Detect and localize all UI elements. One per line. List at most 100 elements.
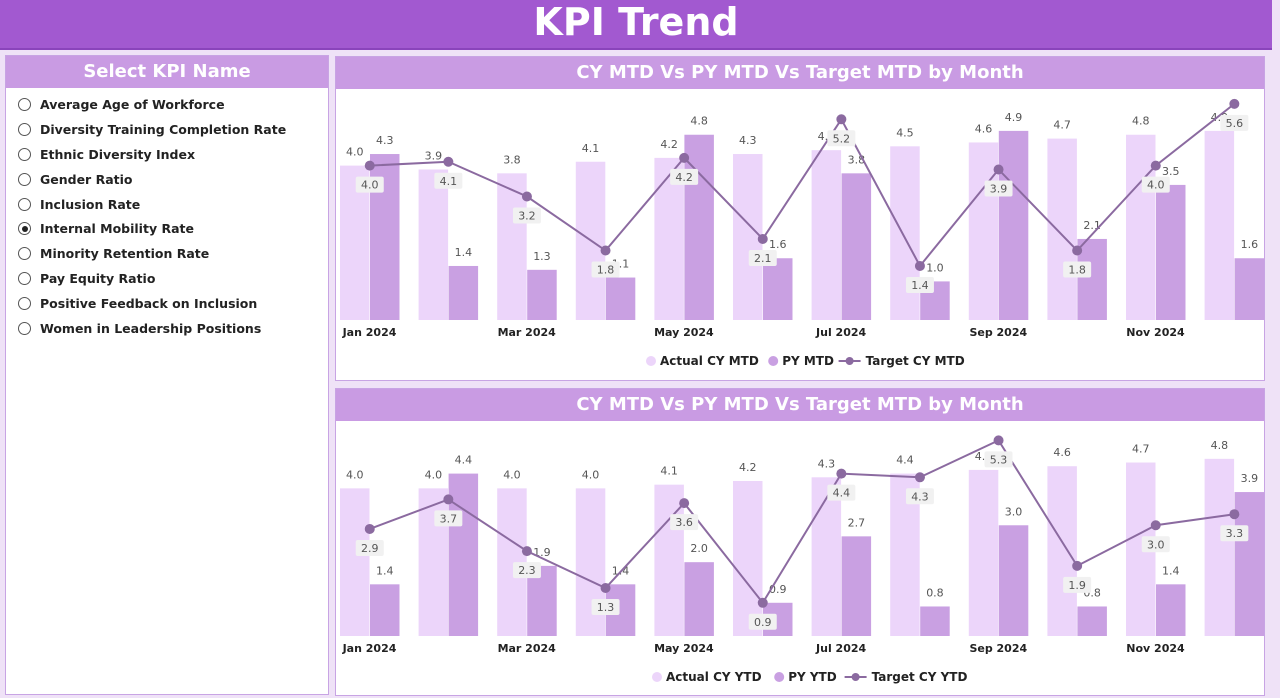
target-label-box [1141, 176, 1170, 193]
page-title: KPI Trend [533, 0, 739, 44]
target-label-text: 0.9 [754, 616, 772, 629]
py-data-label: 1.4 [455, 246, 473, 259]
target-label-text: 4.4 [833, 487, 851, 500]
kpi-option[interactable]: Women in Leadership Positions [6, 316, 328, 341]
target-label-text: 3.0 [1147, 538, 1165, 551]
target-point [914, 472, 925, 483]
actual-bar [1204, 458, 1235, 636]
legend-marker-icon [851, 673, 860, 681]
py-bar [448, 265, 479, 320]
radio-button-icon[interactable] [18, 197, 31, 211]
target-data-label: 4.0 [355, 176, 384, 193]
target-data-label: 0.9 [748, 613, 777, 630]
py-bar [527, 269, 557, 320]
radio-button-icon[interactable] [18, 97, 31, 111]
target-data-label: 1.8 [1063, 261, 1092, 278]
py-bar [605, 277, 636, 320]
actual-data-label: 4.1 [582, 142, 600, 155]
target-data-label: 3.6 [670, 514, 699, 531]
target-label-box [434, 172, 463, 189]
py-bar [998, 525, 1029, 636]
radio-button-icon[interactable] [18, 247, 31, 261]
py-data-label: 2.7 [848, 516, 866, 529]
radio-button-icon[interactable] [18, 297, 31, 311]
py-data-label: 4.3 [376, 134, 394, 147]
target-label-text: 4.1 [440, 175, 458, 188]
target-label-box [905, 488, 934, 505]
kpi-option[interactable]: Gender Ratio [6, 167, 328, 192]
target-point [993, 435, 1004, 446]
target-point [836, 468, 847, 479]
x-tick-label: Nov 2024 [1126, 642, 1185, 655]
target-point [1150, 160, 1161, 171]
kpi-option[interactable]: Average Age of Workforce [6, 92, 328, 117]
radio-button-icon[interactable] [18, 122, 31, 136]
py-data-label: 1.3 [533, 250, 551, 263]
target-label-text: 1.3 [597, 601, 615, 614]
target-label-box [827, 484, 856, 501]
actual-data-label: 4.0 [425, 468, 443, 481]
kpi-option[interactable]: Inclusion Rate [6, 192, 328, 217]
kpi-option[interactable]: Positive Feedback on Inclusion [6, 291, 328, 316]
actual-bar [654, 157, 684, 320]
target-data-label: 5.3 [984, 451, 1013, 468]
actual-bar [968, 469, 999, 636]
legend-label: Actual CY YTD [666, 670, 762, 684]
ytd-chart-title: CY MTD Vs PY MTD Vs Target MTD by Month [336, 389, 1264, 421]
target-label-box [984, 180, 1013, 197]
actual-data-label: 4.0 [346, 468, 364, 481]
target-label-text: 1.4 [911, 279, 929, 292]
kpi-option[interactable]: Diversity Training Completion Rate [6, 117, 328, 142]
x-tick-label: Jan 2024 [342, 326, 397, 339]
target-label-text: 4.3 [911, 490, 929, 503]
target-label-box [1063, 576, 1092, 593]
target-line [369, 439, 1235, 605]
target-label-text: 4.2 [675, 171, 693, 184]
py-bar [1234, 258, 1264, 320]
actual-bar [890, 146, 920, 320]
actual-bar [340, 488, 370, 636]
radio-button-icon[interactable] [18, 172, 31, 186]
target-data-label: 3.3 [1220, 525, 1249, 542]
kpi-option-label: Gender Ratio [40, 171, 133, 187]
py-bar [998, 130, 1029, 320]
target-label-text: 1.9 [1068, 579, 1086, 592]
radio-button-icon[interactable] [18, 222, 31, 236]
py-bar [684, 562, 714, 636]
target-data-label: 1.3 [591, 599, 620, 616]
target-point [1229, 509, 1240, 520]
actual-data-label: 4.6 [975, 122, 993, 135]
actual-data-label: 4.6 [1053, 446, 1071, 459]
mtd-chart-card: CY MTD Vs PY MTD Vs Target MTD by Month … [335, 56, 1265, 381]
actual-data-label: 4.3 [818, 457, 836, 470]
py-bar [370, 584, 400, 636]
radio-button-icon[interactable] [18, 321, 31, 335]
x-tick-label: Jul 2024 [815, 326, 866, 339]
target-data-label: 5.6 [1220, 114, 1249, 131]
kpi-option-label: Internal Mobility Rate [40, 221, 194, 237]
target-label-text: 4.0 [1147, 179, 1165, 192]
kpi-option[interactable]: Minority Retention Rate [6, 241, 328, 266]
kpi-option[interactable]: Pay Equity Ratio [6, 266, 328, 291]
target-data-label: 4.0 [1141, 176, 1170, 193]
target-point [757, 597, 768, 608]
legend-marker-icon [845, 357, 854, 365]
kpi-option-label: Ethnic Diversity Index [40, 146, 196, 162]
kpi-option[interactable]: Internal Mobility Rate [6, 216, 328, 241]
target-line [369, 103, 1235, 268]
radio-button-icon[interactable] [18, 147, 31, 161]
kpi-selector-panel: Select KPI Name Average Age of Workforce… [5, 55, 329, 695]
radio-button-icon[interactable] [18, 272, 31, 286]
kpi-option-label: Women in Leadership Positions [40, 320, 262, 336]
py-data-label: 4.4 [455, 454, 473, 467]
x-tick-label: Sep 2024 [969, 642, 1027, 655]
py-bar [841, 536, 872, 636]
x-tick-label: May 2024 [654, 326, 714, 339]
target-data-label: 4.4 [827, 484, 856, 501]
py-bar [1077, 606, 1107, 636]
target-label-box [748, 613, 777, 630]
py-data-label: 1.0 [926, 261, 944, 274]
target-point [521, 546, 532, 557]
kpi-option[interactable]: Ethnic Diversity Index [6, 142, 328, 167]
target-data-label: 4.3 [905, 488, 934, 505]
